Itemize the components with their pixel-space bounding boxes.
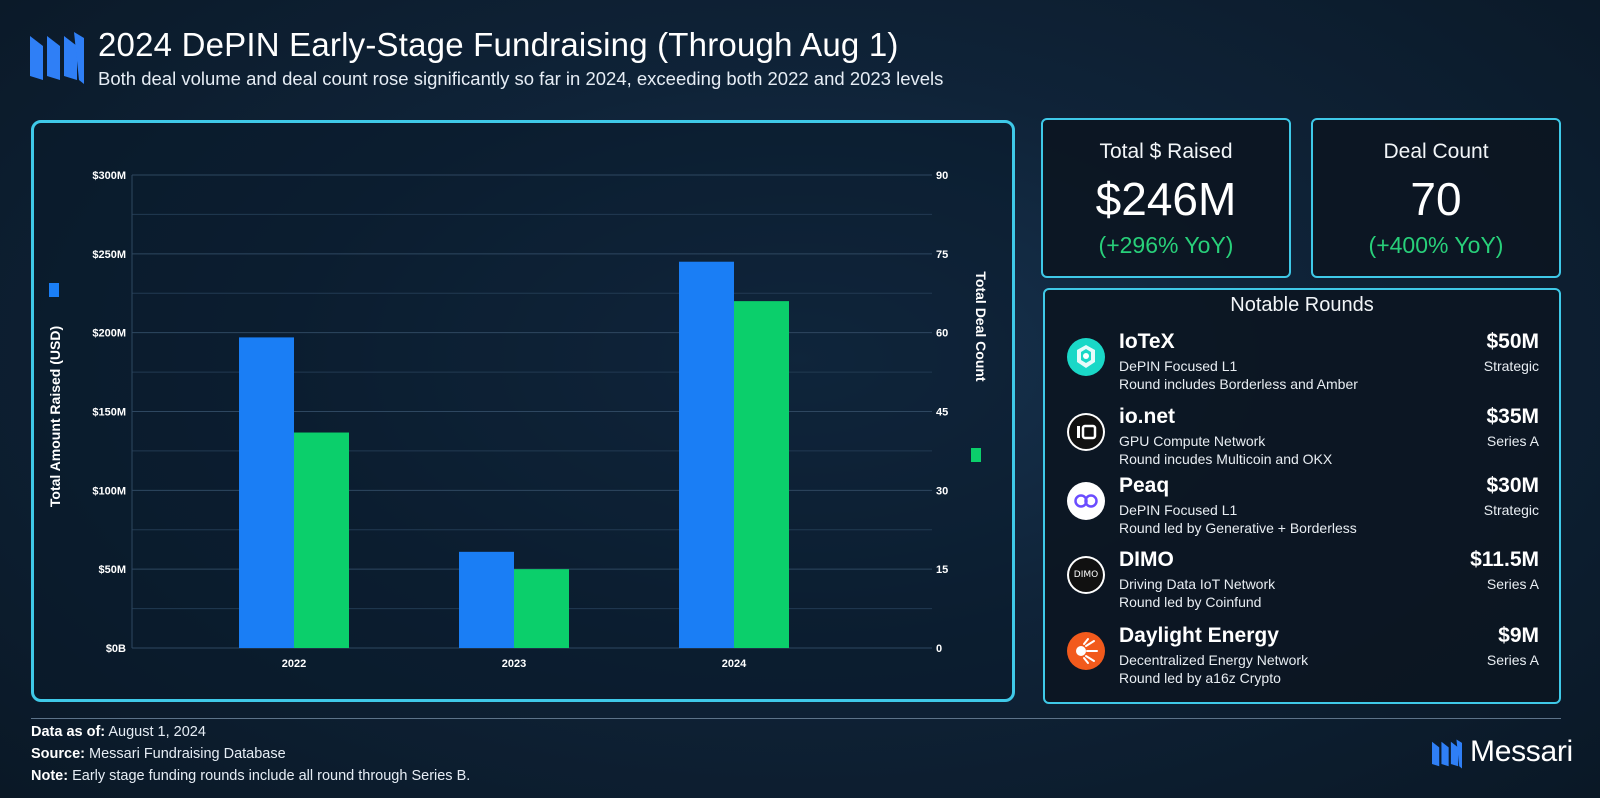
y-right-tick-label: 30 bbox=[936, 485, 948, 497]
round-desc: Driving Data IoT Network bbox=[1119, 576, 1276, 592]
daylight-logo-icon bbox=[1067, 632, 1105, 670]
round-desc: GPU Compute Network bbox=[1119, 433, 1266, 449]
messari-brand-icon bbox=[1432, 739, 1462, 769]
y-left-tick-label: $200M bbox=[92, 328, 126, 340]
round-note: Round includes Borderless and Amber bbox=[1119, 376, 1358, 392]
footer-divider bbox=[31, 718, 1561, 719]
deal-count-card: Deal Count 70 (+400% YoY) bbox=[1311, 118, 1561, 278]
io-net-logo-icon bbox=[1067, 413, 1105, 451]
y-left-tick-label: $50M bbox=[98, 564, 126, 576]
bar-amount-2024 bbox=[679, 261, 734, 648]
data-as-of-label: Data as of: bbox=[31, 724, 106, 740]
notable-rounds-panel: Notable Rounds IoTeX DePIN Focused L1 Ro… bbox=[1043, 288, 1561, 704]
data-as-of-value: August 1, 2024 bbox=[105, 724, 206, 740]
round-amount: $50M bbox=[1486, 330, 1539, 353]
dimo-logo-icon: DIMO bbox=[1067, 556, 1105, 594]
page-subtitle: Both deal volume and deal count rose sig… bbox=[98, 68, 944, 89]
x-tick-label: 2023 bbox=[502, 658, 526, 670]
y-left-tick-label: $100M bbox=[92, 485, 126, 497]
footer-source: Source: Messari Fundraising Database bbox=[31, 746, 286, 762]
y-left-tick-label: $150M bbox=[92, 407, 126, 419]
round-item-iotex: IoTeX DePIN Focused L1 Round includes Bo… bbox=[1045, 330, 1559, 394]
total-raised-value: $246M bbox=[1095, 173, 1237, 225]
deal-count-yoy: (+400% YoY) bbox=[1368, 232, 1504, 258]
bar-amount-2023 bbox=[459, 551, 514, 648]
round-amount: $11.5M bbox=[1470, 548, 1539, 571]
y-right-tick-label: 0 bbox=[936, 643, 942, 655]
y-right-tick-label: 75 bbox=[936, 249, 948, 261]
total-raised-card: Total $ Raised $246M (+296% YoY) bbox=[1041, 118, 1291, 278]
round-amount: $30M bbox=[1486, 474, 1539, 497]
fundraising-bar-chart: $0B $50M $100M $150M $200M $250M $300M 0 15 30 45 6… bbox=[47, 170, 989, 670]
round-note: Round led by Generative + Borderless bbox=[1119, 520, 1357, 536]
y-left-tick-label: $250M bbox=[92, 249, 126, 261]
round-amount: $35M bbox=[1486, 405, 1539, 428]
round-note: Round led by Coinfund bbox=[1119, 594, 1262, 610]
legend-swatch-count bbox=[971, 448, 981, 462]
bar-count-2022 bbox=[294, 432, 349, 648]
round-type: Series A bbox=[1486, 433, 1539, 449]
notable-rounds-title: Notable Rounds bbox=[1230, 294, 1374, 316]
round-name: IoTeX bbox=[1119, 330, 1175, 353]
round-item-daylight-energy: Daylight Energy Decentralized Energy Net… bbox=[1045, 624, 1559, 688]
y-left-tick-label: $300M bbox=[92, 170, 126, 182]
round-name: io.net bbox=[1119, 405, 1175, 428]
note-value: Early stage funding rounds include all r… bbox=[68, 768, 471, 784]
round-name: Daylight Energy bbox=[1119, 624, 1279, 647]
y-right-tick-label: 60 bbox=[936, 328, 948, 340]
bar-count-2024 bbox=[734, 301, 789, 648]
brand-name: Messari bbox=[1470, 735, 1573, 768]
dimo-logo-text: DIMO bbox=[1069, 558, 1103, 592]
chart-panel: $0B $50M $100M $150M $200M $250M $300M 0 15 30 45 6… bbox=[31, 120, 1015, 702]
round-desc: DePIN Focused L1 bbox=[1119, 358, 1238, 374]
round-item-peaq: Peaq DePIN Focused L1 Round led by Gener… bbox=[1045, 474, 1559, 538]
total-raised-yoy: (+296% YoY) bbox=[1098, 232, 1234, 258]
round-item-io-net: io.net GPU Compute Network Round incudes… bbox=[1045, 405, 1559, 469]
legend-swatch-amount bbox=[49, 283, 59, 297]
source-value: Messari Fundraising Database bbox=[85, 746, 286, 762]
y-right-tick-label: 15 bbox=[936, 564, 948, 576]
round-desc: DePIN Focused L1 bbox=[1119, 502, 1238, 518]
round-amount: $9M bbox=[1498, 624, 1539, 647]
footer-note: Note: Early stage funding rounds include… bbox=[31, 768, 470, 784]
deal-count-value: 70 bbox=[1410, 173, 1462, 225]
messari-logo-icon bbox=[30, 32, 84, 84]
deal-count-label: Deal Count bbox=[1383, 140, 1489, 163]
footer-data-as-of: Data as of: August 1, 2024 bbox=[31, 724, 206, 740]
y-right-tick-label: 45 bbox=[936, 407, 948, 419]
round-note: Round incudes Multicoin and OKX bbox=[1119, 451, 1333, 467]
round-note: Round led by a16z Crypto bbox=[1119, 670, 1281, 686]
round-type: Series A bbox=[1486, 652, 1539, 668]
round-name: Peaq bbox=[1119, 474, 1170, 497]
round-type: Strategic bbox=[1483, 358, 1539, 374]
round-item-dimo: DIMO DIMO Driving Data IoT Network Round… bbox=[1045, 548, 1559, 612]
total-raised-label: Total $ Raised bbox=[1099, 140, 1233, 163]
peaq-logo-icon bbox=[1067, 482, 1105, 520]
round-name: DIMO bbox=[1119, 548, 1174, 571]
x-tick-label: 2022 bbox=[282, 658, 306, 670]
y-left-axis-title: Total Amount Raised (USD) bbox=[47, 326, 63, 507]
round-type: Strategic bbox=[1483, 502, 1539, 518]
round-desc: Decentralized Energy Network bbox=[1119, 652, 1309, 668]
source-label: Source: bbox=[31, 746, 85, 762]
y-left-tick-label: $0B bbox=[106, 643, 126, 655]
iotex-logo-icon bbox=[1067, 338, 1105, 376]
bar-amount-2022 bbox=[239, 337, 294, 648]
round-type: Series A bbox=[1486, 576, 1539, 592]
y-right-axis-title: Total Deal Count bbox=[973, 271, 989, 382]
y-right-tick-label: 90 bbox=[936, 170, 948, 182]
note-label: Note: bbox=[31, 768, 69, 784]
bar-count-2023 bbox=[514, 569, 569, 648]
x-tick-label: 2024 bbox=[722, 658, 747, 670]
page-title: 2024 DePIN Early-Stage Fundraising (Thro… bbox=[98, 26, 899, 63]
